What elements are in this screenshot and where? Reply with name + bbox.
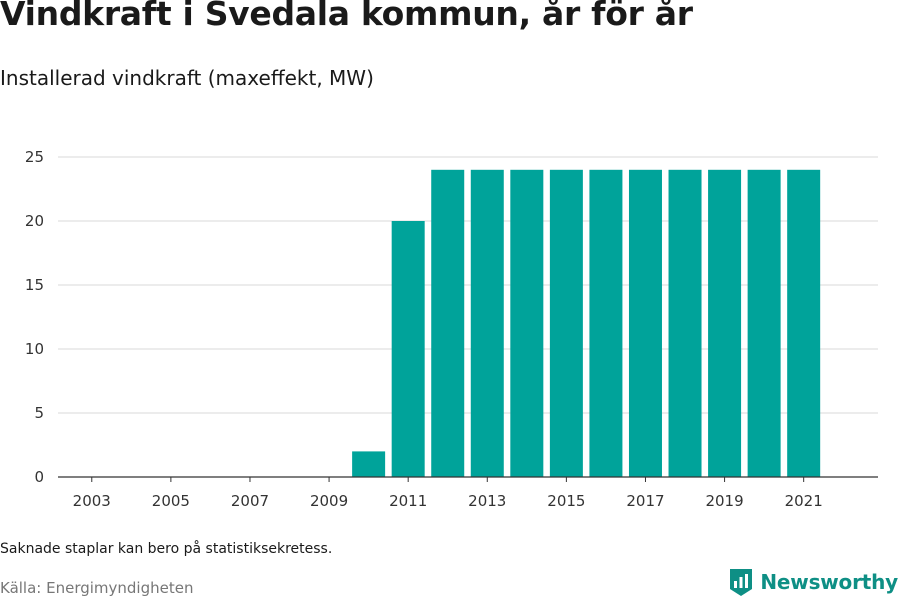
x-tick-label: 2007 [231, 492, 269, 510]
chart-title: Vindkraft i Svedala kommun, år för år [0, 0, 693, 33]
source-credit: Källa: Energimyndigheten [0, 579, 194, 597]
x-tick-label: 2017 [626, 492, 664, 510]
x-tick-label: 2015 [547, 492, 585, 510]
newsworthy-icon [730, 569, 753, 596]
bar [510, 169, 544, 478]
bar [431, 169, 465, 478]
x-tick-label: 2009 [310, 492, 348, 510]
bar [391, 221, 425, 477]
y-tick-label: 25 [25, 148, 44, 166]
y-tick-label: 5 [34, 404, 44, 422]
x-tick-label: 2005 [152, 492, 190, 510]
x-tick-label: 2013 [468, 492, 506, 510]
x-tick-label: 2019 [705, 492, 743, 510]
y-tick-label: 20 [25, 212, 44, 230]
x-tick-label: 2011 [389, 492, 427, 510]
bar [470, 169, 504, 478]
bar [589, 169, 623, 478]
bar [747, 169, 781, 478]
chart-subtitle: Installerad vindkraft (maxeffekt, MW) [0, 66, 374, 90]
footnote: Saknade staplar kan bero på statistiksek… [0, 541, 333, 557]
brand-logo: Newsworthy [728, 566, 898, 598]
bar [352, 451, 386, 477]
x-tick-label: 2003 [73, 492, 111, 510]
bar [668, 169, 702, 478]
bar [787, 169, 821, 478]
y-tick-label: 0 [34, 468, 44, 486]
bar-chart: 0 5 10 15 20 25 2003 2005 2007 2009 2011 2013 2015 20… [25, 148, 878, 510]
bar [549, 169, 583, 478]
y-tick-label: 15 [25, 276, 44, 294]
bar [628, 169, 662, 478]
brand-name: Newsworthy [760, 570, 898, 594]
y-tick-label: 10 [25, 340, 44, 358]
x-tick-label: 2021 [785, 492, 823, 510]
bar [708, 169, 742, 478]
